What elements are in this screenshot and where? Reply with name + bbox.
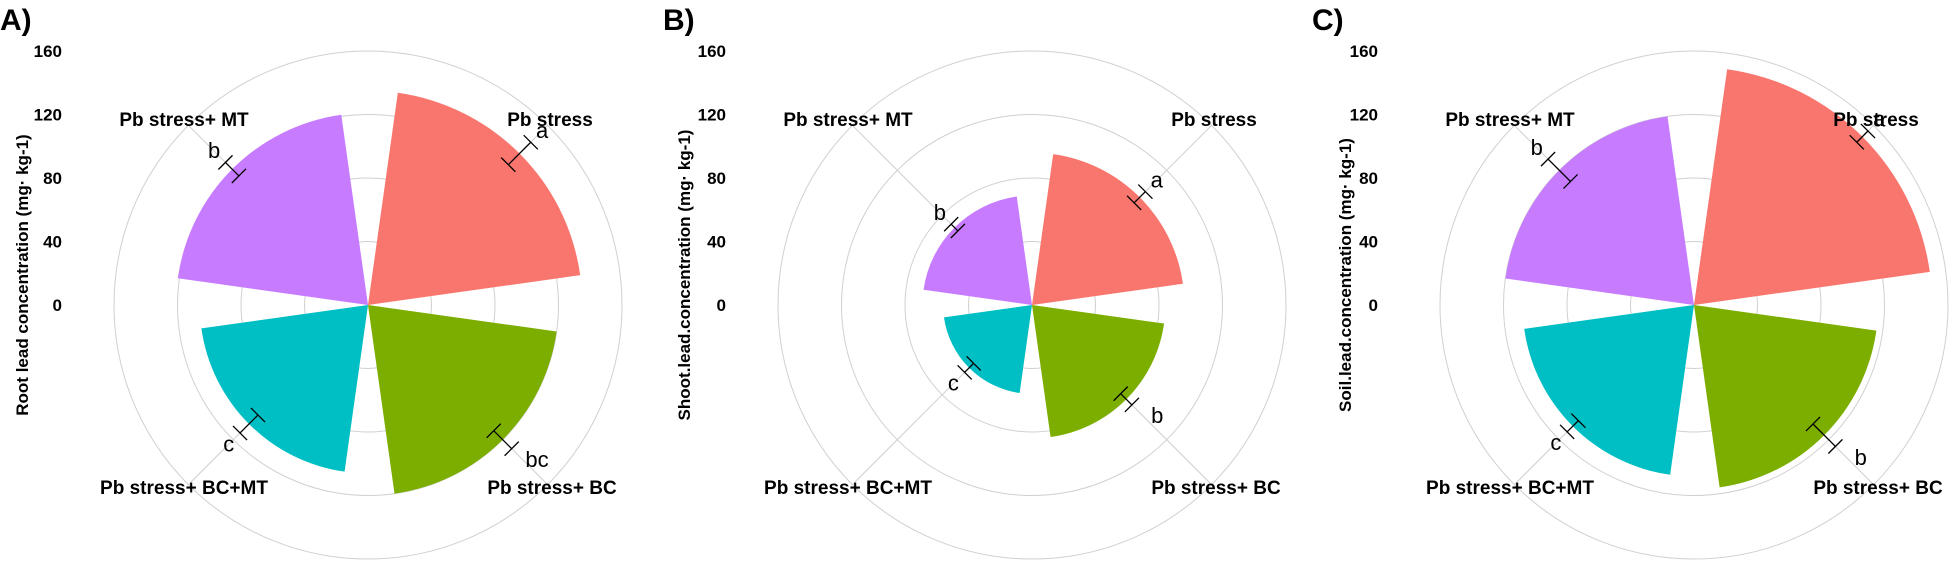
category-label-pb-stress-bc-mt: Pb stress+ BC+MT <box>764 478 932 499</box>
significance-letter: c <box>223 431 234 456</box>
y-axis-label: Root lead concentration (mg· kg-1) <box>13 134 32 415</box>
error-bar-pb-stress-mt <box>1540 151 1579 190</box>
grid-circle <box>904 177 1160 433</box>
error-bar-pb-stress-mt <box>943 216 966 239</box>
grid-circle <box>777 50 1287 560</box>
error-bar-pb-stress <box>500 134 539 173</box>
radial-tick-label: 0 <box>1369 296 1378 315</box>
radial-tick-label: 0 <box>53 296 62 315</box>
bar-pb-stress-bc-mt <box>1524 305 1694 475</box>
panel-3: C) a b c b 0 40 80 120 160 Soil.lead.concentration… <box>1312 4 1949 560</box>
bar-pb-stress <box>1032 154 1183 305</box>
radial-tick-label: 40 <box>43 233 62 252</box>
grid-circle <box>1566 177 1822 433</box>
category-label-pb-stress-mt: Pb stress+ MT <box>783 110 913 131</box>
significance-letter: a <box>1873 107 1886 132</box>
bar-pb-stress <box>1694 69 1930 305</box>
category-label-pb-stress-bc: Pb stress+ BC <box>1813 478 1943 499</box>
radial-tick-label: 160 <box>1350 42 1378 61</box>
significance-letter: b <box>208 138 220 163</box>
y-axis-label: Soil.lead.concentration (mg· kg-1) <box>1336 138 1355 412</box>
panel-letter: B) <box>663 4 695 37</box>
radial-tick-label: 120 <box>1350 106 1378 125</box>
bar-pb-stress-mt <box>1505 116 1694 305</box>
radial-tick-label: 80 <box>707 169 726 188</box>
radial-tick-label: 0 <box>717 296 726 315</box>
error-bar-pb-stress <box>1126 184 1153 211</box>
panel-letter: A) <box>0 4 32 37</box>
grid-circle <box>240 177 496 433</box>
panel-letter: C) <box>1312 4 1344 37</box>
category-label-pb-stress: Pb stress <box>1171 110 1257 131</box>
radial-tick-label: 120 <box>698 106 726 125</box>
radial-tick-label: 40 <box>707 233 726 252</box>
category-label-pb-stress-mt: Pb stress+ MT <box>1445 110 1575 131</box>
bar-pb-stress-bc <box>368 305 557 494</box>
significance-letter: c <box>948 371 959 396</box>
grid-circle <box>841 114 1223 496</box>
radial-tick-label: 120 <box>34 106 62 125</box>
error-bar-pb-stress-bc-mt <box>1559 413 1586 440</box>
y-axis-label: Shoot.lead.concentration (mg· kg-1) <box>675 130 694 421</box>
significance-letter: a <box>1151 167 1164 192</box>
panel-1: A) a bc c b 0 40 80 120 160 Root lead concentratio… <box>0 4 623 560</box>
error-bar-pb-stress-bc-mt <box>957 355 982 380</box>
significance-letter: b <box>934 200 946 225</box>
significance-letter: b <box>1855 445 1867 470</box>
radial-tick-label: 40 <box>1359 233 1378 252</box>
panel-2: B) a b c b 0 40 80 120 160 Shoot.lead.concentratio… <box>663 4 1287 560</box>
category-label-pb-stress-bc-mt: Pb stress+ BC+MT <box>100 478 268 499</box>
grid-circle <box>968 241 1096 369</box>
radial-tick-label: 80 <box>1359 169 1378 188</box>
grid-circle <box>1503 114 1885 496</box>
category-label-pb-stress-bc: Pb stress+ BC <box>1151 478 1281 499</box>
error-bar-pb-stress-mt <box>217 154 247 184</box>
category-label-pb-stress-mt: Pb stress+ MT <box>119 110 249 131</box>
significance-letter: bc <box>525 447 548 472</box>
category-label-pb-stress-bc: Pb stress+ BC <box>487 478 617 499</box>
grid-circle <box>113 50 623 560</box>
error-bar-pb-stress <box>1849 123 1876 150</box>
bar-pb-stress-bc-mt <box>943 305 1032 394</box>
significance-letter: c <box>1550 430 1561 455</box>
grid-circle <box>1630 241 1758 369</box>
bar-pb-stress <box>368 92 581 305</box>
significance-letter: b <box>1151 403 1163 428</box>
significance-letter: a <box>536 118 549 143</box>
bar-pb-stress-bc <box>1694 305 1877 488</box>
category-label-pb-stress-bc-mt: Pb stress+ BC+MT <box>1426 478 1594 499</box>
error-bar-pb-stress-bc <box>1805 416 1843 454</box>
error-bar-pb-stress-bc <box>1113 386 1140 413</box>
bar-pb-stress-bc-mt <box>201 305 368 472</box>
category-label-pb-stress: Pb stress <box>507 110 593 131</box>
radial-tick-label: 80 <box>43 169 62 188</box>
error-bar-pb-stress-bc-mt <box>232 407 266 441</box>
bar-pb-stress-mt <box>923 196 1032 305</box>
error-bar-pb-stress-bc <box>486 423 520 457</box>
bar-pb-stress-mt <box>177 114 368 305</box>
category-label-pb-stress: Pb stress <box>1833 110 1919 131</box>
grid-circle <box>177 114 559 496</box>
significance-letter: b <box>1531 135 1543 160</box>
radial-tick-label: 160 <box>698 42 726 61</box>
grid-circle <box>304 241 432 369</box>
radial-tick-label: 160 <box>34 42 62 61</box>
grid-circle <box>1439 50 1949 560</box>
bar-pb-stress-bc <box>1032 305 1165 438</box>
